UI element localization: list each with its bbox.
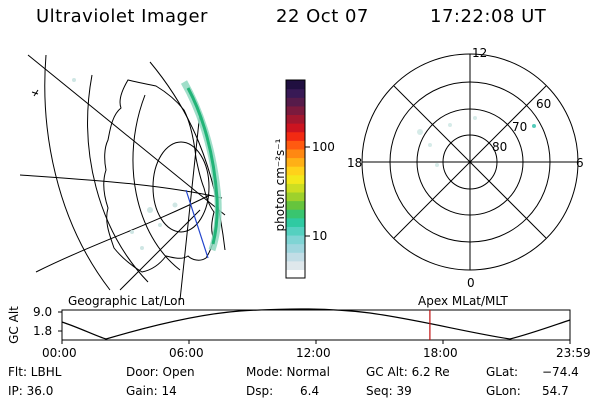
x-axis-ticks <box>58 311 571 344</box>
island-mark <box>31 89 39 97</box>
colorbar-segment <box>286 209 305 219</box>
instrument-title: Ultraviolet Imager <box>36 6 208 27</box>
colorbar-segment <box>286 191 305 202</box>
dsp-label: Dsp: <box>246 384 274 398</box>
colorbar-frame <box>285 79 310 279</box>
longitude-line <box>35 194 211 273</box>
antarctica-coastline <box>103 79 215 273</box>
mlt-label-noon: 12 <box>472 46 488 60</box>
altitude-tick-label: 1.8 <box>33 324 53 338</box>
colorbar-segment <box>286 174 305 184</box>
colorbar-segment <box>286 80 305 90</box>
sequence-info: Seq: 39 <box>366 384 412 398</box>
mlt-label-dawn: 6 <box>576 156 584 170</box>
colorbar-segment <box>286 131 305 141</box>
colorbar-unit-label: photon cm⁻²s⁻¹ <box>273 138 287 232</box>
colorbar-segment <box>286 243 305 253</box>
mlt-label-midnight: 0 <box>467 276 475 290</box>
colorbar-segment <box>286 105 305 116</box>
latitude-circle <box>152 141 210 233</box>
altitude-curve <box>61 308 571 340</box>
geographic-map <box>20 54 226 301</box>
time-tick-label: 18:00 <box>423 346 458 360</box>
background-emission <box>72 78 178 250</box>
time-tick-label: 06:00 <box>169 346 204 360</box>
altitude-axis-title: GC Alt <box>7 306 21 344</box>
colorbar-segment <box>286 140 305 150</box>
mode-info: Mode: Normal <box>246 365 330 379</box>
observation-date: 22 Oct 07 <box>276 6 369 27</box>
glon-label: GLon: <box>486 384 521 398</box>
polar-grid <box>361 53 579 271</box>
emission-spot <box>532 124 536 128</box>
colorbar <box>286 80 305 279</box>
filter-info: Flt: LBHL <box>8 365 62 379</box>
polar-emission <box>417 116 477 167</box>
altitude-tick-label: 9.0 <box>33 305 53 319</box>
mlat-label-70: 70 <box>512 120 528 134</box>
gc-altitude-info: GC Alt: 6.2 Re <box>366 365 450 379</box>
glat-value: −74.4 <box>542 365 579 379</box>
longitude-line <box>27 54 226 216</box>
ip-info: IP: 36.0 <box>8 384 54 398</box>
latitude-circle <box>44 54 111 291</box>
altitude-plot <box>58 308 571 344</box>
colorbar-segment <box>286 200 305 210</box>
mlat-label-80: 80 <box>492 140 508 154</box>
colorbar-tick-label: 10 <box>312 229 328 243</box>
mlt-label-dusk: 18 <box>347 156 363 170</box>
colorbar-segment <box>286 166 305 176</box>
apex-panel-label: Apex MLat/MLT <box>418 294 508 308</box>
colorbar-segment <box>286 148 305 159</box>
glon-value: 54.7 <box>542 384 569 398</box>
mlt-meridian <box>393 85 547 239</box>
gain-info: Gain: 14 <box>126 384 177 398</box>
satellite-ground-track <box>185 189 209 259</box>
latitude-circle <box>132 94 181 271</box>
colorbar-segment <box>286 260 305 270</box>
colorbar-segment <box>286 157 305 167</box>
observation-time: 17:22:08 UT <box>430 6 547 27</box>
time-tick-label: 00:00 <box>42 346 77 360</box>
colorbar-segment <box>286 183 305 193</box>
colorbar-segment <box>286 217 305 227</box>
colorbar-segment <box>286 252 305 262</box>
door-info: Door: Open <box>126 365 195 379</box>
glat-label: GLat: <box>486 365 519 379</box>
colorbar-tick-label: 100 <box>312 140 335 154</box>
geographic-panel-label: Geographic Lat/Lon <box>68 294 186 308</box>
colorbar-segment <box>286 88 305 98</box>
colorbar-segment <box>286 114 305 124</box>
latitude-circle <box>87 74 149 283</box>
colorbar-segment <box>286 234 305 245</box>
longitude-line <box>119 209 201 291</box>
time-tick-label: 23:59 <box>556 346 591 360</box>
mlat-label-60: 60 <box>536 97 552 111</box>
altitude-plot-frame <box>61 309 571 341</box>
colorbar-segment <box>286 226 305 236</box>
longitude-line <box>179 111 201 301</box>
time-tick-label: 12:00 <box>296 346 331 360</box>
dsp-value: 6.4 <box>300 384 320 398</box>
colorbar-segment <box>286 269 305 279</box>
auroral-emission <box>186 87 219 245</box>
colorbar-segment <box>286 97 305 107</box>
colorbar-segment <box>286 123 305 133</box>
